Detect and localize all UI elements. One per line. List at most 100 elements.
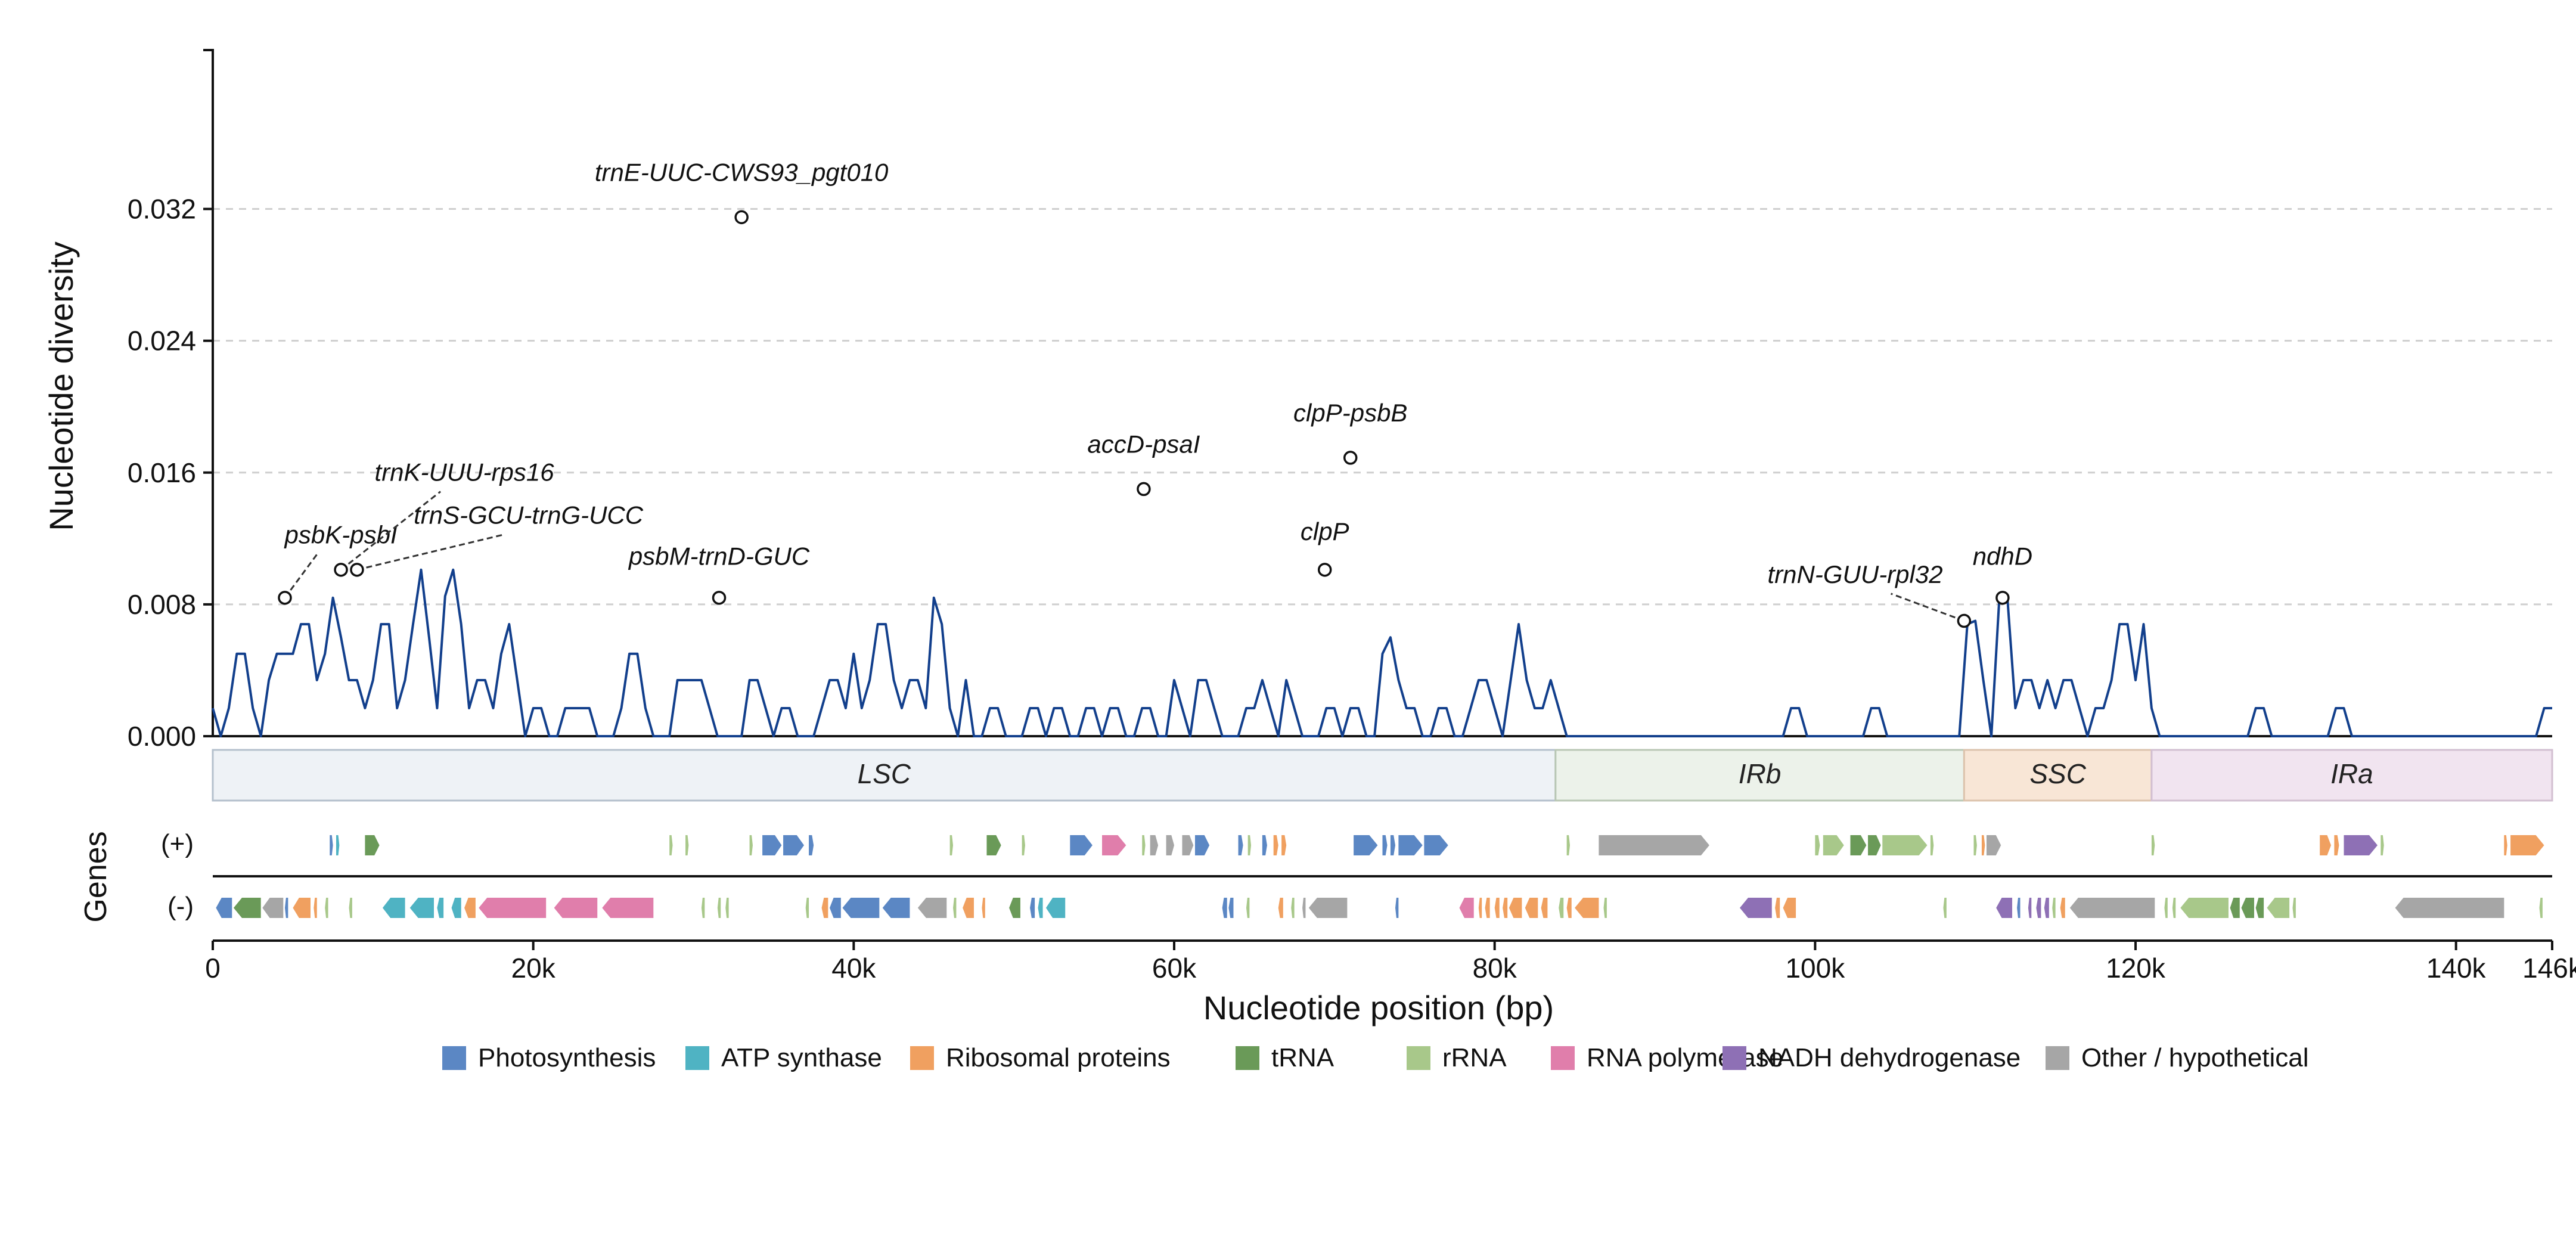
gene-block: [1354, 835, 1378, 855]
gene-block: [809, 835, 814, 855]
gene-block: [1566, 835, 1571, 855]
gene-block: [1509, 898, 1522, 918]
peak-label: trnK-UUU-rps16: [375, 458, 555, 486]
gene-block: [1238, 835, 1243, 855]
gene-block: [1150, 835, 1159, 855]
gene-block: [464, 898, 476, 918]
gene-block: [1868, 835, 1881, 855]
region-label: IRb: [1739, 758, 1782, 789]
gene-block: [917, 898, 947, 918]
gene-block: [1281, 835, 1287, 855]
region-label: LSC: [858, 758, 911, 789]
gene-block: [2395, 898, 2504, 918]
gene-block: [216, 898, 232, 918]
gene-block: [325, 898, 328, 918]
gene-block: [2510, 835, 2544, 855]
gene-block: [2381, 835, 2384, 855]
gene-block: [1973, 835, 1977, 855]
gene-block: [1459, 898, 1474, 918]
x-tick-label: 40k: [831, 953, 876, 984]
legend-label: Photosynthesis: [478, 1043, 656, 1072]
gene-block: [685, 835, 689, 855]
gene-block: [382, 898, 405, 918]
x-tick-label: 140k: [2426, 953, 2487, 984]
gene-block: [1424, 835, 1448, 855]
x-tick-label: 146k: [2522, 953, 2576, 984]
gene-block: [2504, 835, 2507, 855]
gene-block: [1022, 835, 1025, 855]
peak-marker: [334, 563, 348, 577]
gene-block: [1308, 898, 1348, 918]
gene-block: [1070, 835, 1093, 855]
legend-label: tRNA: [1271, 1043, 1334, 1072]
legend-label: Ribosomal proteins: [946, 1043, 1171, 1072]
gene-block: [2320, 835, 2332, 855]
peak-annotations: trnE-UUC-CWS93_pgt010 clpP-psbB accD-psaI p…: [278, 159, 2032, 628]
gene-block: [1166, 835, 1175, 855]
gene-block: [2036, 898, 2041, 918]
gene-block: [2539, 898, 2543, 918]
peak-marker: [1995, 591, 2010, 605]
gene-block: [2334, 835, 2339, 855]
peak-label: clpP-psbB: [1293, 399, 1407, 427]
region-box: [1963, 749, 2153, 802]
gene-block: [365, 835, 380, 855]
gene-block: [2344, 835, 2378, 855]
peak-label: ndhD: [1973, 542, 2032, 570]
gene-block: [986, 835, 1001, 855]
y-tick-label: 0.016: [128, 457, 196, 488]
peak-marker: [350, 563, 364, 577]
strand-label-plus: (+): [161, 829, 194, 858]
legend-swatch: [1722, 1046, 1746, 1070]
gene-block: [830, 898, 841, 918]
gene-block: [1102, 835, 1126, 855]
gene-block: [1009, 898, 1020, 918]
gene-block: [882, 898, 910, 918]
gene-block: [1559, 898, 1564, 918]
gene-block: [2164, 898, 2168, 918]
gene-block: [1599, 835, 1709, 855]
region-box: [2150, 749, 2553, 802]
gene-block: [982, 898, 985, 918]
gene-block: [1981, 835, 1985, 855]
gene-block: [1494, 898, 1500, 918]
gene-block: [479, 898, 547, 918]
x-tick-label: 100k: [1785, 953, 1845, 984]
gene-block: [2292, 898, 2296, 918]
gene-block: [717, 898, 721, 918]
gene-block: [1398, 835, 1423, 855]
gene-block: [1740, 898, 1772, 918]
x-tick-label: 0: [205, 953, 221, 984]
peak-label: psbM-trnD-GUC: [628, 542, 810, 570]
gene-block: [330, 835, 333, 855]
y-tick-label: 0.000: [128, 721, 196, 752]
gene-block: [1302, 898, 1306, 918]
legend-swatch: [2046, 1046, 2069, 1070]
gene-block: [2255, 898, 2264, 918]
genome-region-bar: LSC IRb SSC IRa: [212, 749, 2553, 802]
gene-block: [1575, 898, 1599, 918]
x-axis: 0 20k 40k 60k 80k 100k 120k 140k 146k: [205, 939, 2576, 984]
legend-label: RNA polymerase: [1587, 1043, 1783, 1072]
gene-block: [2069, 898, 2155, 918]
gene-block: [2172, 898, 2176, 918]
legend-swatch: [1236, 1046, 1259, 1070]
legend-swatch: [910, 1046, 934, 1070]
peak-label: trnS-GCU-trnG-UCC: [414, 501, 644, 529]
x-tick-label: 20k: [511, 953, 556, 984]
gene-block: [783, 835, 805, 855]
gene-block: [805, 898, 809, 918]
gene-block: [1930, 835, 1934, 855]
peak-marker: [1957, 613, 1972, 628]
peak-label: accD-psaI: [1087, 430, 1200, 458]
peak-marker: [1317, 563, 1332, 577]
gene-block: [1850, 835, 1867, 855]
gene-block: [554, 898, 598, 918]
gene-block: [1390, 835, 1396, 855]
gene-block: [762, 835, 782, 855]
gene-block: [725, 898, 729, 918]
gene-block: [821, 898, 828, 918]
gene-block: [2060, 898, 2065, 918]
peak-marker: [1343, 451, 1358, 465]
gene-block: [1291, 898, 1295, 918]
